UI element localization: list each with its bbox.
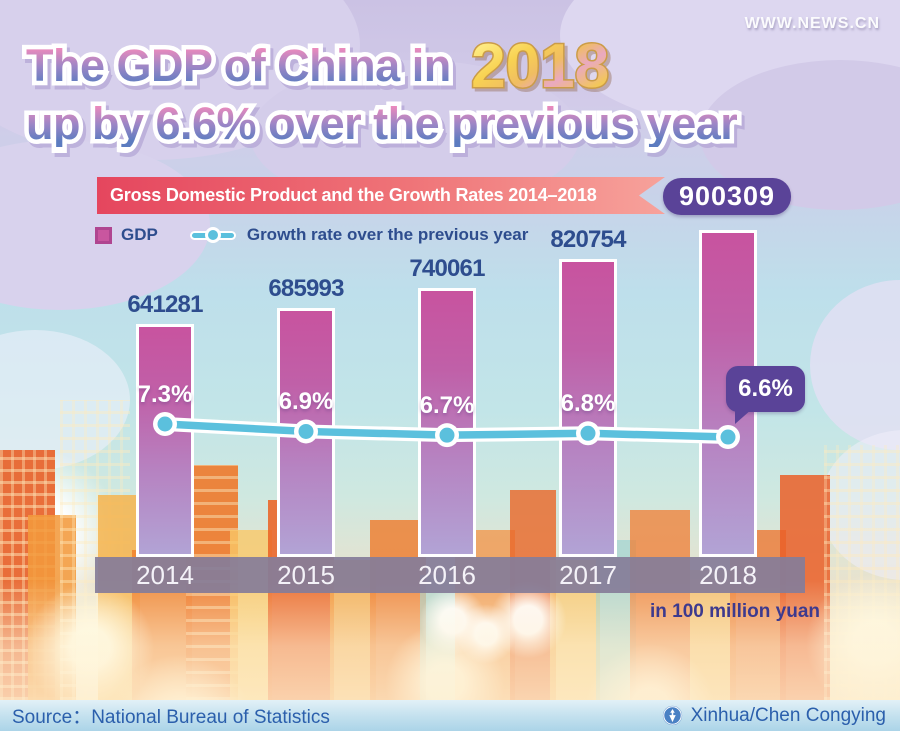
xinhua-logo-icon [662, 705, 682, 726]
watermark: WWW.NEWS.CN [744, 15, 880, 32]
credit: Xinhua/Chen Congying [662, 705, 886, 727]
growth-bubble-2018: 6.6% [726, 366, 805, 424]
growth-legend-label: Growth rate over the previous year [246, 225, 529, 244]
credit-text: Xinhua/Chen Congying [690, 704, 886, 726]
gdp-legend-label: GDP [121, 225, 158, 244]
footer-bar: Source：National Bureau of Statistics Xin… [0, 700, 900, 731]
unit-note: in 100 million yuan [650, 601, 820, 622]
bar-value-label: 685993 [268, 275, 344, 302]
growth-dot-icon [204, 227, 221, 243]
bar-value-label: 820754 [550, 226, 626, 253]
gdp-legend-swatch [95, 226, 112, 244]
gdp-2018-value-badge: 900309 [663, 178, 791, 215]
page-title: The GDP of China in The GDP of China in … [21, 32, 886, 152]
title-year: 2018 2018 [470, 32, 611, 101]
chart-title-banner: Gross Domestic Product and the Growth Ra… [97, 177, 665, 214]
chart-title-label: Gross Domestic Product and the Growth Ra… [110, 185, 597, 205]
page-title-line2: up by 6.6% over the previous year up by … [21, 95, 742, 152]
page-title-line1: The GDP of China in The GDP of China in [22, 37, 456, 94]
source-text: Source：National Bureau of Statistics [12, 707, 330, 728]
legend: GDP Growth rate over the previous year [95, 224, 528, 246]
bar-value-label: 740061 [409, 255, 485, 282]
city-skyline-illustration [0, 388, 900, 731]
x-axis-bar [95, 557, 805, 593]
growth-line-legend-swatch [189, 227, 236, 243]
